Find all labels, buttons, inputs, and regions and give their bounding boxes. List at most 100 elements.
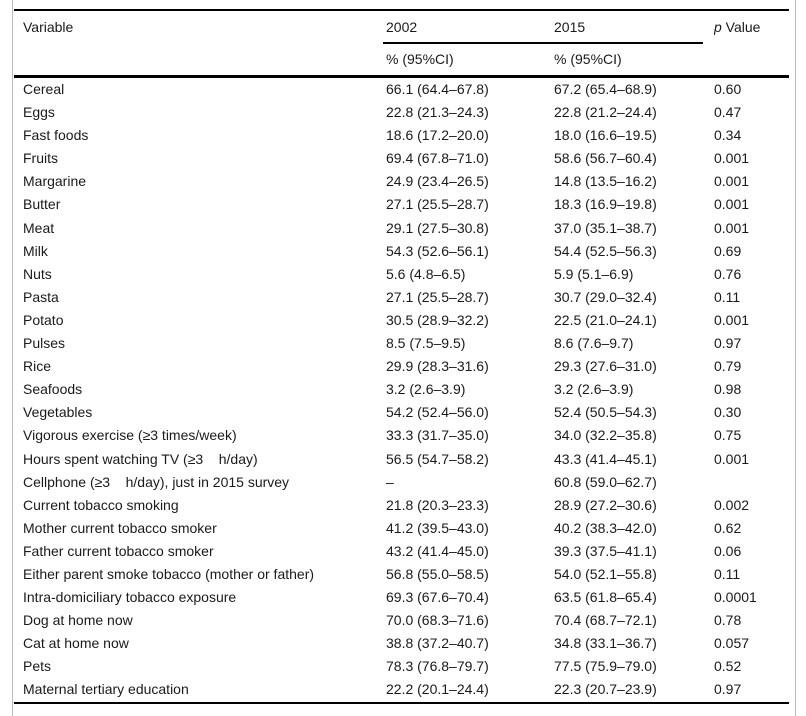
table-row: Pasta 27.1 (25.5–28.7) 30.7 (29.0–32.4) 0.1…	[13, 286, 795, 309]
variable-cell: Father current tobacco smoker	[23, 542, 214, 559]
subheader-2015-ci: % (95%CI)	[554, 50, 622, 67]
subheader-2002-ci: % (95%CI)	[386, 50, 454, 67]
variable-cell: Meat	[23, 219, 55, 236]
value-2002-cell: 43.2 (41.4–45.0)	[386, 542, 489, 559]
column-header-variable: Variable	[23, 18, 74, 35]
table-row: Hours spent watching TV (≥3 h/day) 56.5 (…	[13, 448, 795, 471]
column-header-p-value: p Value	[714, 19, 795, 35]
value-2015-cell: 39.3 (37.5–41.1)	[554, 542, 657, 559]
p-value-cell: 0.001	[714, 450, 750, 467]
value-2002-cell: –	[386, 473, 394, 490]
value-2002-cell: 5.6 (4.8–6.5)	[386, 265, 466, 282]
value-2015-cell: 43.3 (41.4–45.1)	[554, 450, 657, 467]
value-2015-cell: 77.5 (75.9–79.0)	[554, 658, 657, 675]
value-2015-cell: 60.8 (59.0–62.7)	[554, 473, 657, 490]
value-2015-cell: 54.4 (52.5–56.3)	[554, 242, 657, 259]
variable-cell: Fruits	[23, 150, 58, 167]
p-value-cell: 0.69	[714, 242, 742, 259]
variable-cell: Cellphone (≥3 h/day), just in 2015 surve…	[23, 473, 290, 490]
table-row: Cat at home now 38.8 (37.2–40.7) 34.8 (33.…	[13, 632, 795, 655]
p-value-cell: 0.79	[714, 358, 742, 375]
value-2015-cell: 30.7 (29.0–32.4)	[554, 288, 657, 305]
table-row: Vigorous exercise (≥3 times/week) 33.3 (3…	[13, 424, 795, 447]
table-row: Cereal 66.1 (64.4–67.8) 67.2 (65.4–68.9) 0.…	[13, 78, 795, 101]
table-row: Either parent smoke tobacco (mother or f…	[13, 563, 795, 586]
value-2002-cell: 27.1 (25.5–28.7)	[386, 196, 489, 213]
value-2002-cell: 69.3 (67.6–70.4)	[386, 589, 489, 606]
value-2002-cell: 22.8 (21.3–24.3)	[386, 104, 489, 121]
variable-cell: Nuts	[23, 265, 52, 282]
variable-cell: Pulses	[23, 335, 66, 352]
table-body: Cereal 66.1 (64.4–67.8) 67.2 (65.4–68.9) 0.…	[13, 78, 795, 702]
value-2015-cell: 40.2 (38.3–42.0)	[554, 519, 657, 536]
table-row: Vegetables 54.2 (52.4–56.0) 52.4 (50.5–54.…	[13, 401, 795, 424]
value-2002-cell: 38.8 (37.2–40.7)	[386, 635, 489, 652]
value-2015-cell: 34.8 (33.1–36.7)	[554, 635, 657, 652]
table-row: Eggs 22.8 (21.3–24.3) 22.8 (21.2–24.4) 0.47	[13, 101, 795, 124]
variable-cell: Vigorous exercise (≥3 times/week)	[23, 427, 237, 444]
p-value-cell: 0.11	[714, 288, 741, 305]
table-row: Nuts 5.6 (4.8–6.5) 5.9 (5.1–6.9) 0.76	[13, 263, 795, 286]
value-2002-cell: 56.8 (55.0–58.5)	[386, 565, 489, 582]
value-2002-cell: 8.5 (7.5–9.5)	[386, 335, 466, 352]
variable-cell: Cat at home now	[23, 635, 129, 652]
variable-cell: Seafoods	[23, 381, 83, 398]
table-row: Rice 29.9 (28.3–31.6) 29.3 (27.6–31.0) 0.79	[13, 355, 795, 378]
variable-cell: Cereal	[23, 81, 65, 97]
p-value-cell: 0.75	[714, 427, 742, 444]
variable-cell: Maternal tertiary education	[23, 681, 189, 698]
value-2002-cell: 29.9 (28.3–31.6)	[386, 358, 489, 375]
variable-cell: Milk	[23, 242, 48, 259]
p-value-cell: 0.60	[714, 81, 742, 97]
table-header-rule	[14, 75, 789, 78]
p-value-cell: 0.98	[714, 381, 742, 398]
value-2002-cell: 29.1 (27.5–30.8)	[386, 219, 489, 236]
value-2002-cell: 3.2 (2.6–3.9)	[386, 381, 466, 398]
table-row: Pets 78.3 (76.8–79.7) 77.5 (75.9–79.0) 0.52	[13, 655, 795, 678]
value-2015-cell: 34.0 (32.2–35.8)	[554, 427, 657, 444]
variable-cell: Either parent smoke tobacco (mother or f…	[23, 565, 315, 582]
variable-cell: Pasta	[23, 288, 59, 305]
value-2002-cell: 56.5 (54.7–58.2)	[386, 450, 489, 467]
p-value-cell: 0.0001	[714, 589, 757, 606]
table-header: Variable 2002 2015 p Value % (95%CI) % (…	[13, 11, 795, 75]
value-2015-cell: 22.8 (21.2–24.4)	[554, 104, 657, 121]
value-2002-cell: 24.9 (23.4–26.5)	[386, 173, 489, 190]
table-row: Intra-domiciliary tobacco exposure 69.3 (…	[13, 586, 795, 609]
p-value-cell: 0.001	[714, 150, 750, 167]
variable-cell: Dog at home now	[23, 612, 133, 629]
header-row-subheaders: % (95%CI) % (95%CI)	[13, 42, 795, 75]
p-value-cell: 0.97	[714, 335, 742, 352]
value-2002-cell: 18.6 (17.2–20.0)	[386, 127, 489, 144]
variable-cell: Potato	[23, 311, 64, 328]
value-2015-cell: 5.9 (5.1–6.9)	[554, 265, 634, 282]
p-value-cell: 0.97	[714, 681, 742, 698]
p-value-cell: 0.52	[714, 658, 742, 675]
table-row: Fruits 69.4 (67.8–71.0) 58.6 (56.7–60.4) 0.…	[13, 147, 795, 170]
p-value-italic-p: p	[714, 18, 722, 35]
value-2015-cell: 18.3 (16.9–19.8)	[554, 196, 657, 213]
variable-cell: Mother current tobacco smoker	[23, 519, 217, 536]
p-value-cell: 0.11	[714, 565, 741, 582]
value-2015-cell: 52.4 (50.5–54.3)	[554, 404, 657, 421]
header-row-years: Variable 2002 2015 p Value	[13, 11, 795, 42]
value-2015-cell: 29.3 (27.6–31.0)	[554, 358, 657, 375]
column-header-2015: 2015	[554, 18, 586, 35]
value-2002-cell: 33.3 (31.7–35.0)	[386, 427, 489, 444]
variable-cell: Butter	[23, 196, 61, 213]
table-row: Mother current tobacco smoker 41.2 (39.5–…	[13, 517, 795, 540]
variable-cell: Fast foods	[23, 127, 89, 144]
value-2015-cell: 8.6 (7.6–9.7)	[554, 335, 634, 352]
variable-cell: Rice	[23, 358, 52, 375]
table-bottom-rule	[14, 701, 789, 704]
value-2015-cell: 54.0 (52.1–55.8)	[554, 565, 657, 582]
p-value-cell: 0.78	[714, 612, 742, 629]
table-top-rule	[14, 9, 789, 11]
value-2015-cell: 18.0 (16.6–19.5)	[554, 127, 657, 144]
header-span-rule	[383, 42, 703, 44]
p-value-cell: 0.001	[714, 311, 750, 328]
variable-cell: Intra-domiciliary tobacco exposure	[23, 589, 237, 606]
p-value-cell: 0.002	[714, 496, 750, 513]
table-row: Cellphone (≥3 h/day), just in 2015 surve…	[13, 471, 795, 494]
paper-table-figure: Variable 2002 2015 p Value % (95%CI) % (…	[12, 0, 796, 716]
